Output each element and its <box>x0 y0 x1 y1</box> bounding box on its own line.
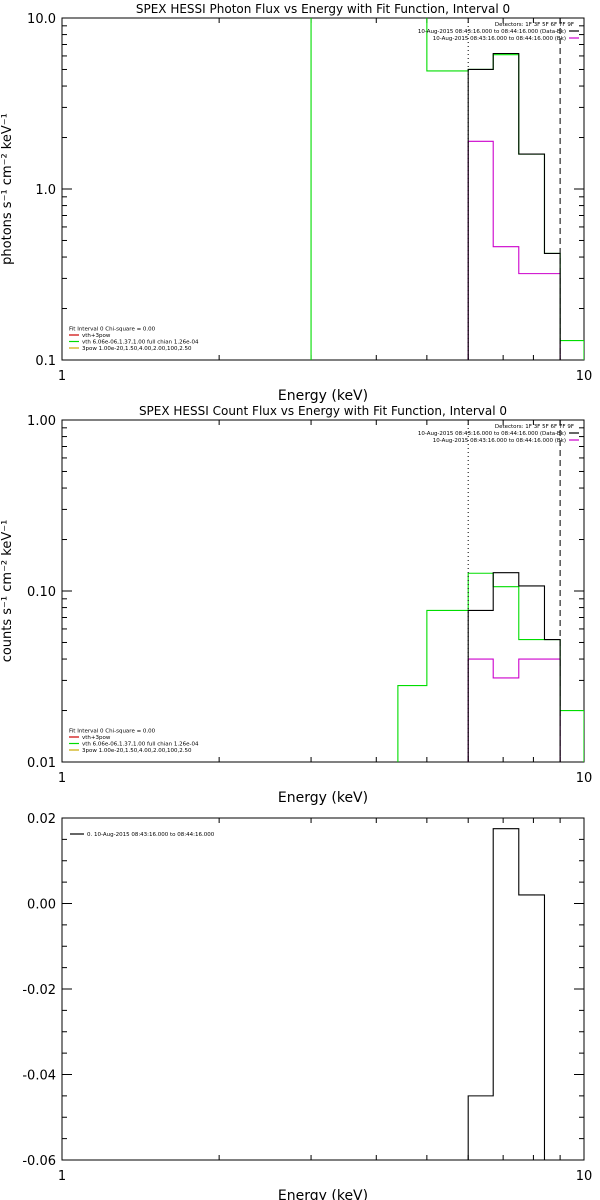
legend-entry: 10-Aug-2015 08:43:16.000 to 08:44:16.000… <box>418 29 566 35</box>
series-bk-line <box>467 658 561 762</box>
chart-panel-2: 1 10 0.01 0.10 1.00 SPEX HESSI Count Flux vs … <box>0 404 592 806</box>
legend-entry: 3pow 1.00e-20,1.50,4.00,2.00,100,2.50 <box>82 346 192 352</box>
legend-entry: vth 6.06e-06,1.37,1.00 full chian 1.26e-… <box>82 340 199 346</box>
y-tick-label: 0.10 <box>27 585 56 600</box>
plot-frame <box>61 817 585 1161</box>
chart-panel-1: 1 10 0.1 1.0 10.0 SPEX HESSI Photon Flux vs E… <box>0 2 592 404</box>
x-axis-label: Energy (keV) <box>278 790 368 806</box>
y-tick-label: 0.1 <box>35 354 56 369</box>
y-tick-label: -0.04 <box>22 1069 56 1084</box>
legend-entry: 10-Aug-2015 08:43:16.000 to 08:44:16.000… <box>433 438 566 444</box>
legend-entry: vth+3pow <box>82 333 111 339</box>
x-tick-label: 1 <box>58 771 66 786</box>
x-tick-label: 1 <box>58 369 66 384</box>
legend-heading: Fit Interval 0 Chi-square = 0.00 <box>69 327 156 333</box>
series-data-line <box>467 52 561 360</box>
chart-title: SPEX HESSI Photon Flux vs Energy with Fi… <box>136 2 510 16</box>
detectors-label: Detectors: 1F 3F 5F 6F 7F 9F <box>495 424 574 430</box>
x-tick-label: 1 <box>58 1169 66 1184</box>
y-axis-label: photons s⁻¹ cm⁻² keV⁻¹ <box>0 113 15 265</box>
x-axis-label: Energy (keV) <box>278 1188 368 1200</box>
legend-entry: 0. 10-Aug-2015 08:43:16.000 to 08:44:16.… <box>87 832 215 838</box>
legend-entry: 3pow 1.00e-20,1.50,4.00,2.00,100,2.50 <box>82 748 192 754</box>
series-fit-line <box>397 572 584 762</box>
x-tick-label: 10 <box>576 369 593 384</box>
legend-entry: 10-Aug-2015 08:43:16.000 to 08:44:16.000… <box>418 431 566 437</box>
series-layer <box>467 828 561 1160</box>
x-tick-label: 10 <box>576 771 593 786</box>
y-tick-label: 0.01 <box>27 756 56 771</box>
y-tick-label: -0.06 <box>22 1154 56 1169</box>
y-tick-label: 1.0 <box>35 183 56 198</box>
chart-panel-3: 1 10 0.02 0.00 -0.02 -0.04 -0.06 Energy (keV) 0.… <box>22 812 592 1200</box>
legend-entry: vth+3pow <box>82 735 111 741</box>
y-tick-label: 0.02 <box>27 812 56 827</box>
series-layer <box>310 18 584 360</box>
y-axis-label: counts s⁻¹ cm⁻² keV⁻¹ <box>0 520 15 663</box>
series-bk-line <box>467 140 561 360</box>
series-data-line <box>467 572 561 762</box>
x-tick-label: 10 <box>576 1169 593 1184</box>
y-tick-label: 0.00 <box>27 898 56 913</box>
plot-frame <box>61 419 585 763</box>
legend-heading: Fit Interval 0 Chi-square = 0.00 <box>69 729 156 735</box>
plot-frame <box>61 17 585 361</box>
series-layer <box>397 572 584 762</box>
detectors-label: Detectors: 1F 3F 5F 6F 7F 9F <box>495 22 574 28</box>
series-fit-line <box>310 18 584 360</box>
series-residual-line <box>467 828 561 1160</box>
y-tick-label: 10.0 <box>27 12 56 27</box>
y-tick-label: 1.00 <box>27 414 56 429</box>
y-tick-label: -0.02 <box>22 983 56 998</box>
legend-entry: vth 6.06e-06,1.37,1.00 full chian 1.26e-… <box>82 742 199 748</box>
x-axis-label: Energy (keV) <box>278 388 368 404</box>
chart-title: SPEX HESSI Count Flux vs Energy with Fit… <box>139 404 507 418</box>
legend-entry: 10-Aug-2015 08:43:16.000 to 08:44:16.000… <box>433 36 566 42</box>
